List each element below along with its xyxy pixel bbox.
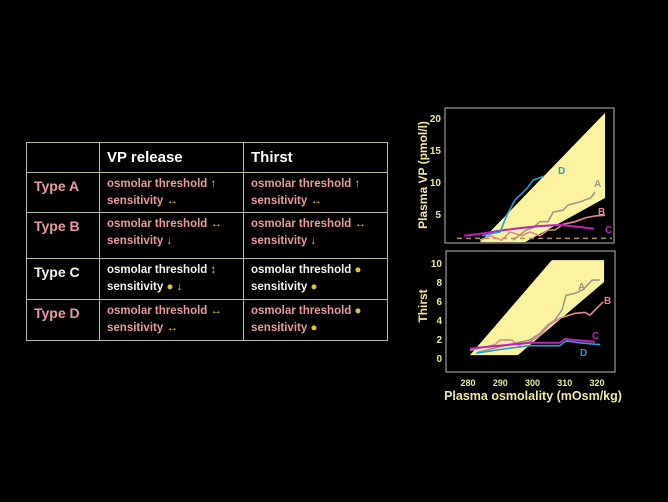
y-tick-label: 4	[436, 316, 442, 327]
y-tick-label: 20	[430, 114, 442, 125]
x-tick-label: 300	[525, 378, 540, 388]
osmolar-threshold-label: osmolar threshold	[251, 305, 352, 317]
row-type-label: Type C	[34, 264, 80, 280]
threshold-change-icon: ↕	[210, 264, 217, 276]
threshold-change-icon: ↔	[354, 218, 367, 230]
threshold-change-icon: ●	[354, 264, 362, 276]
x-tick-label: 320	[589, 378, 604, 388]
row-type-cell: Type A	[26, 172, 100, 213]
osmolar-threshold-label: osmolar threshold	[107, 264, 208, 276]
thirst-cell: osmolar threshold ● sensitivity ●	[243, 258, 388, 300]
sensitivity-change-icon: ● ↓	[166, 281, 183, 293]
osmolar-threshold-label: osmolar threshold	[107, 218, 208, 230]
thirst-cell: osmolar threshold ● sensitivity ●	[243, 299, 388, 341]
row-type-label: Type A	[34, 178, 80, 194]
normal-range-band	[479, 112, 606, 243]
y-axis-label: Thirst	[416, 289, 430, 322]
thirst-cell: osmolar threshold ↑ sensitivity ↔	[243, 172, 388, 213]
series-label-B: B	[604, 296, 611, 307]
chart-frame	[444, 107, 615, 244]
series-line-D	[475, 340, 601, 355]
osmolar-threshold-label: osmolar threshold	[107, 305, 208, 317]
series-label-D: D	[580, 348, 587, 359]
sensitivity-label: sensitivity	[107, 195, 164, 207]
osmolar-threshold-label: osmolar threshold	[251, 178, 352, 190]
sensitivity-change-icon: ↓	[166, 235, 173, 247]
osmolar-threshold-label: osmolar threshold	[251, 264, 352, 276]
sensitivity-change-icon: ↔	[166, 322, 178, 334]
sensitivity-change-icon: ↔	[166, 195, 178, 207]
sensitivity-change-icon: ●	[310, 281, 318, 293]
series-line-C	[469, 337, 596, 350]
y-tick-label: 8	[436, 278, 442, 289]
comparison-table: VP release Thirst Type A osmolar threshol…	[26, 142, 388, 341]
sensitivity-label: sensitivity	[107, 235, 164, 247]
sensitivity-change-icon: ↔	[310, 195, 322, 207]
row-type-label: Type B	[34, 218, 80, 234]
osmolar-threshold-label: osmolar threshold	[107, 178, 208, 190]
threshold-change-icon: ●	[354, 305, 362, 317]
thirst-cell: osmolar threshold ↔ sensitivity ↓	[243, 212, 388, 259]
plot-area	[457, 112, 612, 243]
sensitivity-label: sensitivity	[251, 281, 308, 293]
sensitivity-label: sensitivity	[251, 235, 308, 247]
vp-cell: osmolar threshold ↔ sensitivity ↔	[99, 299, 244, 341]
series-label-A: A	[594, 179, 601, 190]
x-tick-label: 310	[557, 378, 572, 388]
series-line-C	[464, 223, 594, 237]
series-label-D: D	[558, 166, 565, 177]
series-line-B	[479, 214, 606, 242]
series-label-C: C	[592, 331, 599, 342]
row-type-cell: Type D	[26, 299, 100, 341]
table-row: Type C osmolar threshold ↕ sensitivity ● ↓…	[26, 258, 388, 300]
sensitivity-label: sensitivity	[107, 322, 164, 334]
y-tick-label: 15	[430, 146, 442, 157]
osmolar-threshold-label: osmolar threshold	[251, 218, 352, 230]
threshold-change-icon: ↔	[210, 305, 223, 317]
y-axis-label: Plasma VP (pmol/l)	[416, 121, 430, 229]
series-line-B	[469, 301, 604, 352]
row-type-cell: Type C	[26, 258, 100, 300]
threshold-change-icon: ↑	[210, 178, 217, 190]
y-tick-label: 5	[435, 210, 441, 221]
row-type-label: Type D	[34, 305, 80, 321]
y-tick-label: 10	[430, 178, 442, 189]
header-vp-release-label: VP release	[107, 149, 183, 166]
series-label-B: B	[598, 207, 605, 218]
vp-cell: osmolar threshold ↕ sensitivity ● ↓	[99, 258, 244, 300]
sensitivity-label: sensitivity	[251, 322, 308, 334]
plot-area	[469, 260, 605, 356]
sensitivity-change-icon: ●	[310, 322, 318, 334]
series-line-D	[481, 175, 545, 237]
y-tick-label: 6	[436, 297, 442, 308]
series-label-A: A	[578, 282, 585, 293]
series-label-C: C	[605, 225, 612, 236]
y-tick-label: 10	[431, 259, 443, 270]
chart-frame	[445, 250, 616, 373]
sensitivity-label: sensitivity	[251, 195, 308, 207]
header-thirst-label: Thirst	[251, 149, 293, 166]
threshold-change-icon: ↑	[354, 178, 361, 190]
x-tick-label: 280	[460, 378, 475, 388]
y-tick-label: 2	[436, 335, 442, 346]
normal-range-band	[469, 260, 605, 356]
series-line-A	[477, 279, 601, 354]
x-axis-label: Plasma osmolality (mOsm/kg)	[444, 389, 622, 403]
row-type-cell: Type B	[26, 212, 100, 259]
sensitivity-label: sensitivity	[107, 281, 164, 293]
sensitivity-change-icon: ↓	[310, 235, 317, 247]
y-tick-label: 0	[436, 354, 442, 365]
series-line-A	[512, 191, 596, 241]
x-tick-label: 290	[493, 378, 508, 388]
threshold-change-icon: ↔	[210, 218, 223, 230]
